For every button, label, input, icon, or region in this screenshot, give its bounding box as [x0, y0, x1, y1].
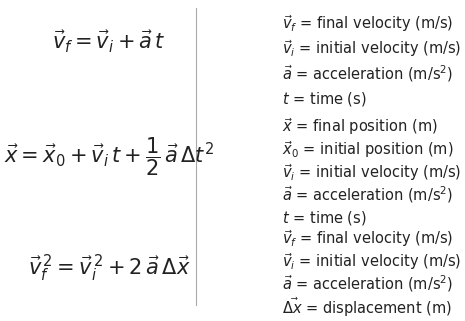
Text: $\vec{x}_0$ = initial position (m): $\vec{x}_0$ = initial position (m) [282, 139, 453, 160]
Text: $\vec{v}_i$ = initial velocity (m/s): $\vec{v}_i$ = initial velocity (m/s) [282, 162, 461, 183]
Text: $\vec{v}_f$ = final velocity (m/s): $\vec{v}_f$ = final velocity (m/s) [282, 228, 453, 249]
Text: $\vec{a}$ = acceleration (m/s$^2$): $\vec{a}$ = acceleration (m/s$^2$) [282, 185, 453, 205]
Text: $\vec{x} = \vec{x}_0 + \vec{v}_i\,t + \dfrac{1}{2}\,\vec{a}\,\Delta t^2$: $\vec{x} = \vec{x}_0 + \vec{v}_i\,t + \d… [4, 135, 214, 178]
Text: $\vec{a}$ = acceleration (m/s$^2$): $\vec{a}$ = acceleration (m/s$^2$) [282, 64, 453, 84]
Text: $\vec{a}$ = acceleration (m/s$^2$): $\vec{a}$ = acceleration (m/s$^2$) [282, 274, 453, 294]
Text: $\vec{x}$ = final position (m): $\vec{x}$ = final position (m) [282, 117, 437, 137]
Text: $\vec{v}_f$ = final velocity (m/s): $\vec{v}_f$ = final velocity (m/s) [282, 13, 453, 33]
Text: $\vec{v}_f = \vec{v}_i + \vec{a}\,t$: $\vec{v}_f = \vec{v}_i + \vec{a}\,t$ [53, 29, 166, 55]
Text: $\vec{v}_i$ = initial velocity (m/s): $\vec{v}_i$ = initial velocity (m/s) [282, 38, 461, 59]
Text: $\vec{\Delta x}$ = displacement (m): $\vec{\Delta x}$ = displacement (m) [282, 295, 452, 319]
Text: $t$ = time (s): $t$ = time (s) [282, 91, 366, 108]
Text: $\vec{v}_i$ = initial velocity (m/s): $\vec{v}_i$ = initial velocity (m/s) [282, 251, 461, 272]
Text: $\vec{v}_f^{\,2} = \vec{v}_i^{\,2} + 2\,\vec{a}\,\Delta\vec{x}$: $\vec{v}_f^{\,2} = \vec{v}_i^{\,2} + 2\,… [28, 253, 191, 284]
Text: $t$ = time (s): $t$ = time (s) [282, 209, 366, 227]
